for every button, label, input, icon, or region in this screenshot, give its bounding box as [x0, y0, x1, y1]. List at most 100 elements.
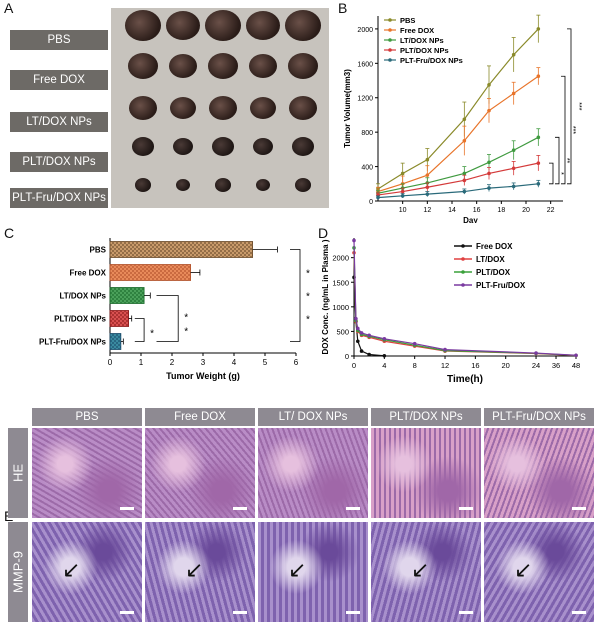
x-tick-label: 20	[522, 207, 530, 214]
x-tick-label: 2	[170, 358, 175, 367]
histo-row-mmp9: MMP-9	[8, 522, 28, 622]
he-stain-image	[145, 428, 255, 518]
y-tick-label: 500	[336, 327, 349, 336]
histo-col-plt-dox: PLT/DOX NPs	[371, 408, 481, 426]
x-tick-label: 4	[382, 361, 386, 370]
mmp9-stain-image: ↙	[484, 522, 594, 622]
scale-bar	[459, 611, 473, 614]
legend-label: LT/DOX	[476, 255, 505, 264]
tumor-weight-chart: PBS Free DOX LT/DOX NPs PLT/DOX NPs PLT-Fru/…	[39, 238, 310, 381]
tumor-specimen	[256, 179, 270, 191]
y-axis-label: Tumor Volume(mm3)	[343, 69, 352, 148]
mmp9-stain-image: ↙	[258, 522, 368, 622]
category-label: PBS	[90, 246, 107, 255]
y-tick-label: 800	[361, 130, 373, 137]
group-label-plt-dox: PLT/DOX NPs	[10, 152, 108, 172]
legend-marker	[388, 48, 392, 52]
he-stain-image	[258, 428, 368, 518]
significance-label: *	[306, 269, 310, 280]
tumor-specimen	[253, 138, 273, 155]
legend-marker	[388, 28, 392, 32]
bar	[109, 264, 191, 281]
tumor-specimen	[215, 178, 231, 192]
significance-label: *	[306, 292, 310, 303]
tumor-specimen	[169, 54, 197, 78]
x-tick-label: 6	[294, 358, 299, 367]
tumor-specimen	[208, 53, 238, 79]
x-axis-label: Tumor Weight (g)	[166, 371, 240, 381]
arrow-icon: ↙	[411, 557, 430, 582]
data-point	[367, 333, 371, 338]
significance-label: *	[306, 315, 310, 326]
data-point	[574, 353, 578, 358]
data-point	[367, 352, 371, 357]
scale-bar	[120, 507, 134, 510]
x-tick-label: 12	[441, 361, 449, 370]
bar	[109, 241, 254, 258]
x-tick-label: 10	[399, 207, 407, 214]
panel-label-d: D	[318, 225, 329, 241]
data-point	[487, 108, 491, 113]
series-line	[353, 240, 577, 356]
y-axis-label: DOX Conc. (ng/mL in Plasma )	[321, 239, 330, 354]
he-stain-image	[484, 428, 594, 518]
x-tick-label: 18	[497, 207, 505, 214]
data-point	[511, 184, 516, 189]
arrow-icon: ↙	[288, 557, 307, 582]
x-tick-label: 24	[532, 361, 540, 370]
mmp9-stain-image: ↙	[145, 522, 255, 622]
data-point	[425, 173, 430, 177]
bar	[109, 310, 130, 327]
data-point	[400, 194, 405, 198]
data-point	[487, 160, 491, 165]
tumor-specimen	[129, 96, 157, 120]
data-point	[425, 192, 430, 196]
data-point	[376, 195, 380, 200]
group-label-plt-fru-dox: PLT-Fru/DOX NPs	[10, 188, 108, 208]
legend-marker	[388, 18, 392, 22]
x-tick-label: 1	[139, 358, 144, 367]
significance-bracket	[290, 249, 301, 342]
legend-label: PLT-Fru/DOX NPs	[400, 56, 463, 65]
tumor-specimen	[288, 53, 318, 79]
he-stain-image	[371, 428, 481, 518]
data-point	[412, 341, 417, 346]
scale-bar	[572, 611, 586, 614]
y-tick-label: 1600	[357, 61, 373, 68]
data-point	[462, 178, 467, 183]
data-point	[352, 238, 356, 243]
tumor-specimen	[250, 97, 276, 120]
bar	[109, 287, 145, 304]
legend-marker	[461, 270, 465, 274]
data-point	[359, 349, 364, 353]
y-tick-label: 2000	[357, 27, 373, 34]
scale-bar	[233, 507, 247, 510]
x-axis-label: Day	[463, 216, 478, 223]
x-tick-label: 14	[448, 207, 456, 214]
legend-label: PLT-Fru/DOX	[476, 281, 526, 290]
data-point	[511, 148, 516, 153]
tumor-specimen	[135, 178, 151, 192]
x-tick-label: 0	[108, 358, 113, 367]
category-label: PLT/DOX NPs	[54, 315, 106, 324]
significance-label: *	[184, 327, 188, 338]
tumor-photo	[111, 8, 329, 208]
significance-bracket	[134, 318, 145, 342]
tumor-specimen	[205, 10, 241, 41]
data-point	[443, 347, 447, 352]
legend-label: Free DOX	[476, 242, 513, 251]
mmp9-stain-image: ↙	[32, 522, 142, 622]
y-tick-label: 0	[345, 352, 349, 361]
x-tick-label: 16	[471, 361, 479, 370]
scale-bar	[346, 611, 360, 614]
arrow-icon: ↙	[185, 557, 204, 582]
tumor-specimen	[289, 96, 317, 120]
data-point	[487, 171, 491, 176]
tumor-specimen	[170, 97, 196, 120]
tumor-specimen	[176, 179, 190, 191]
data-point	[534, 351, 538, 355]
legend-marker	[388, 58, 392, 62]
category-label: Free DOX	[70, 269, 107, 278]
legend-marker	[461, 244, 465, 248]
